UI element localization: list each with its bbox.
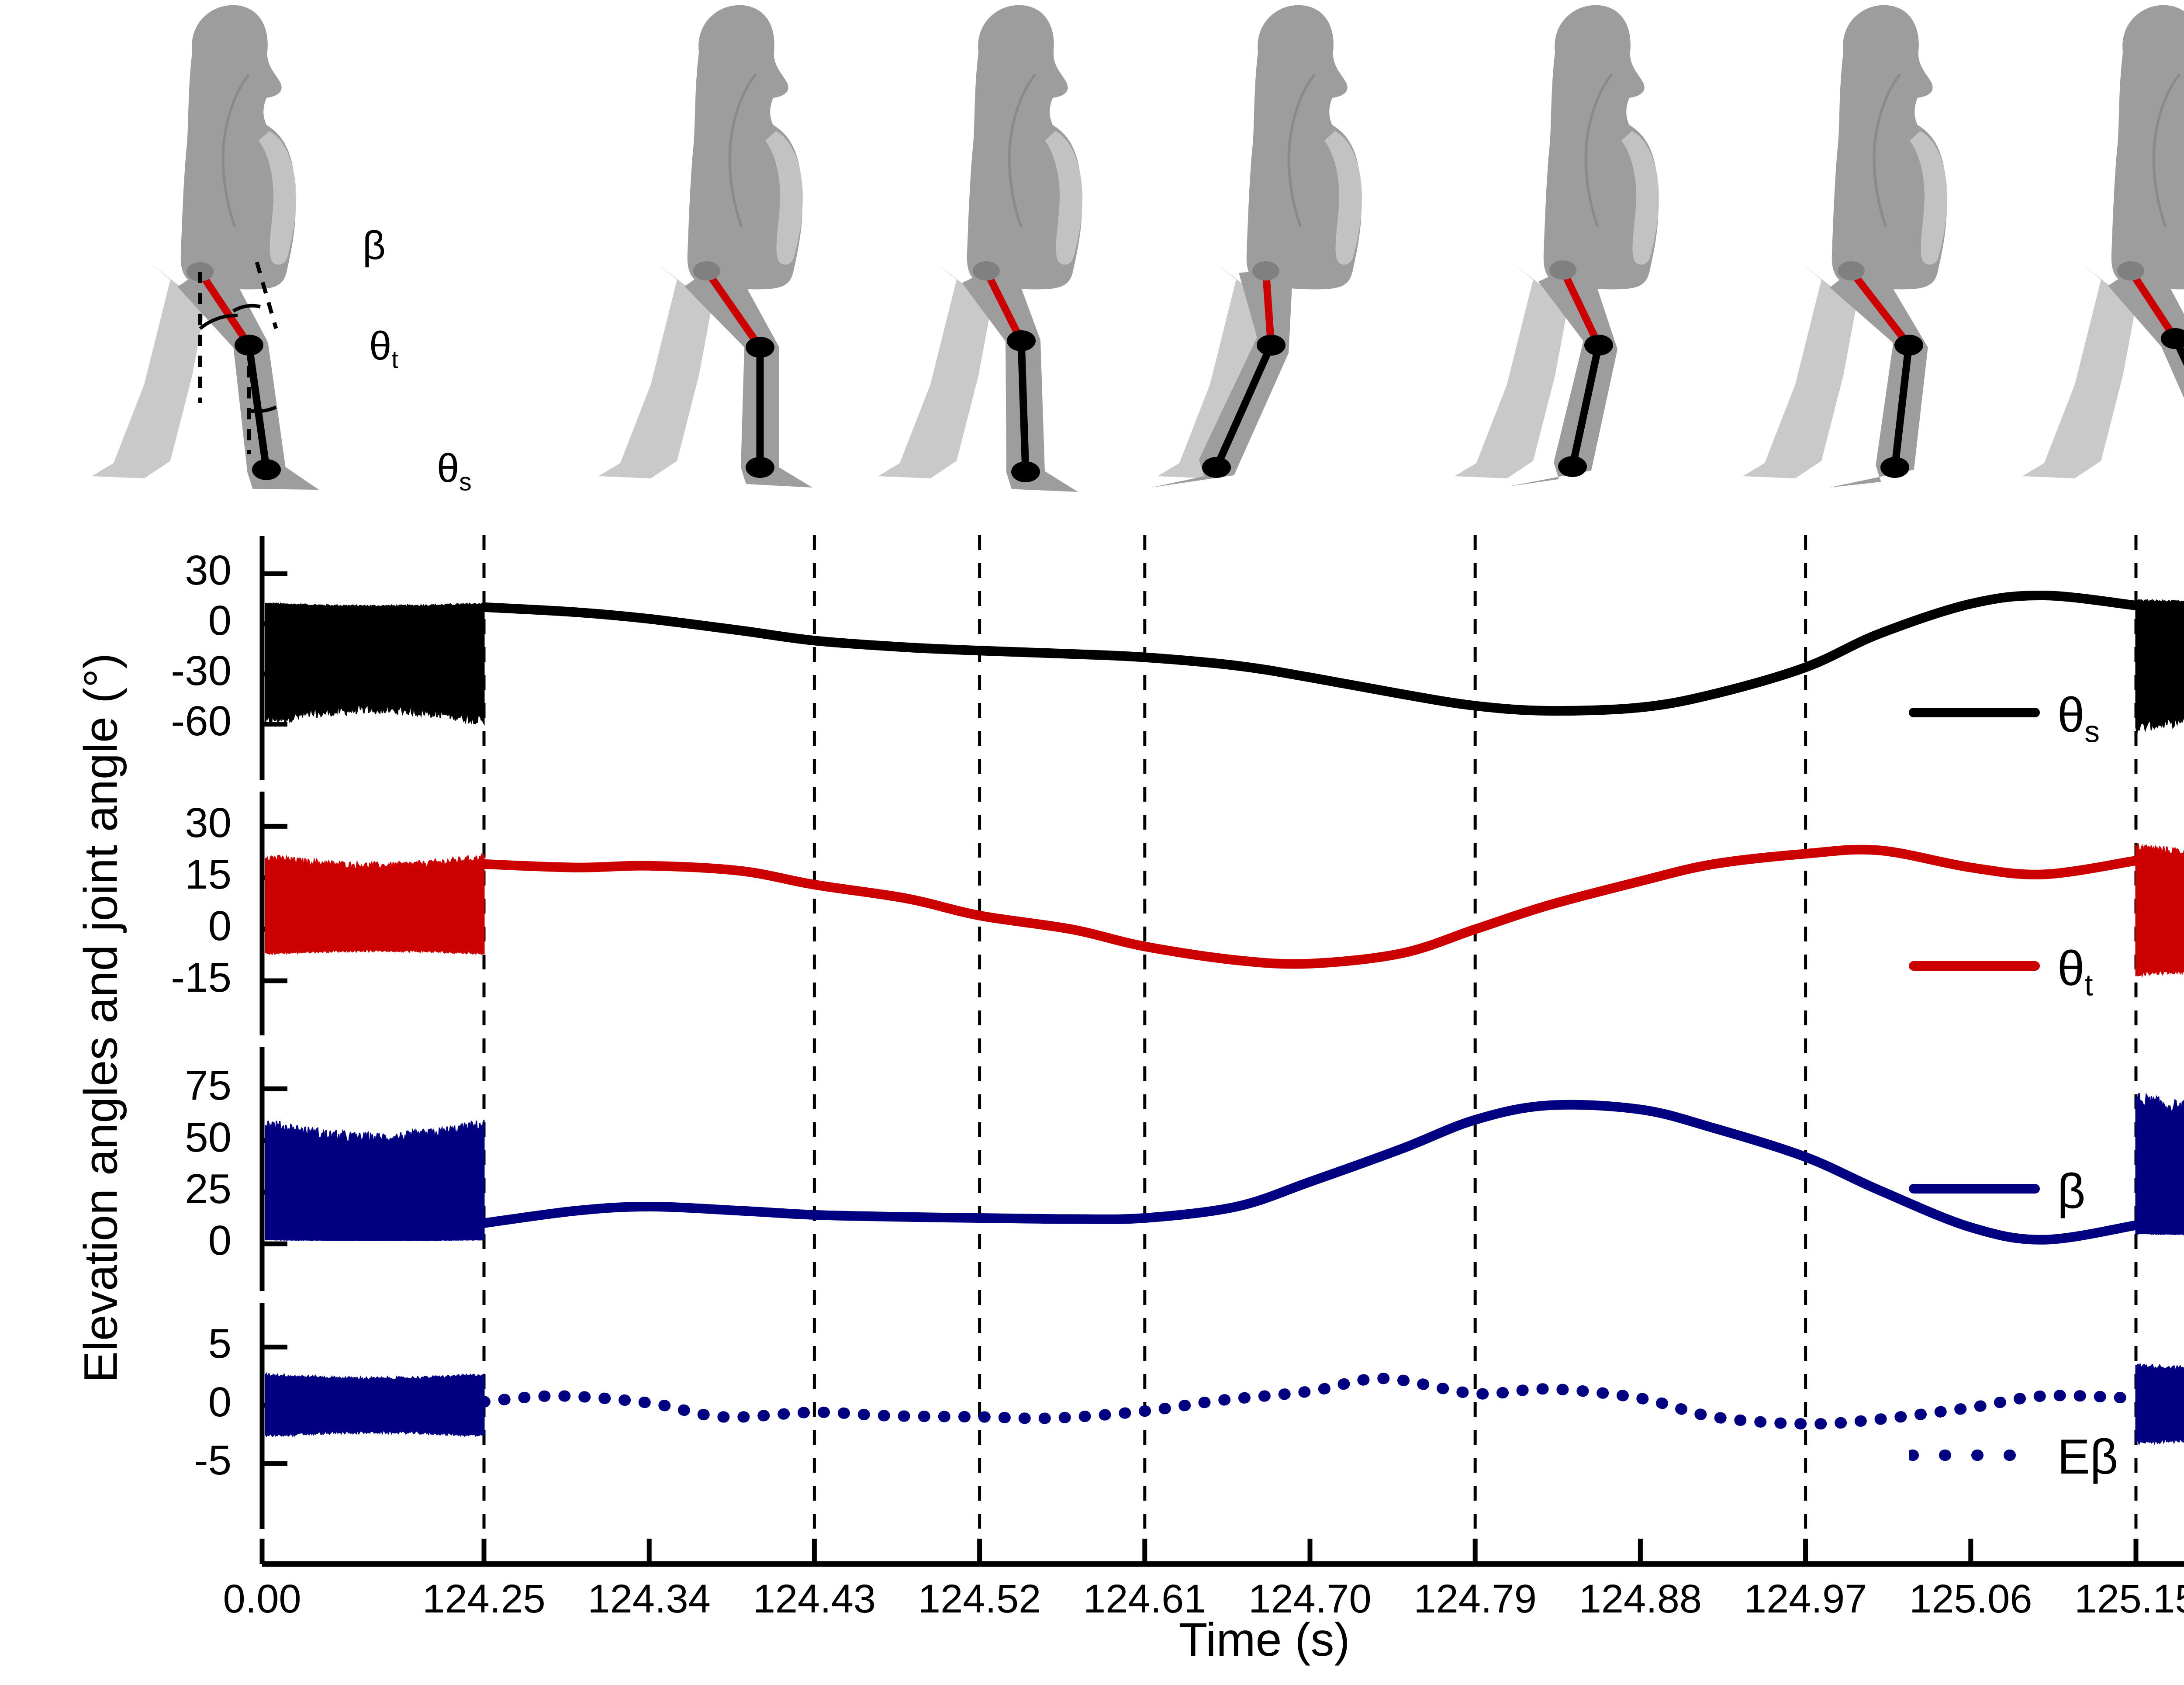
y-tick-label-e_beta--5: -5 — [194, 1437, 232, 1484]
x-tick-label-124.34: 124.34 — [587, 1577, 711, 1621]
y-axis-label: Elevation angles and joint angle (°) — [74, 653, 127, 1383]
noise-band-right-theta_t — [2135, 843, 2184, 978]
panel-theta_t — [259, 792, 2184, 1035]
plot-svg — [259, 535, 2184, 1567]
walker-4 — [1127, 0, 1433, 516]
theta-t-annotation: θt — [369, 324, 399, 374]
y-tick-label-beta-0: 0 — [208, 1217, 232, 1264]
legend-beta-swatch — [1909, 1184, 2040, 1194]
y-tick-label-e_beta-5: 5 — [208, 1320, 232, 1367]
x-tick-label-124.52: 124.52 — [918, 1577, 1041, 1621]
x-axis-label: Time (s) — [1178, 1613, 1350, 1666]
trace-theta_t — [479, 844, 2141, 969]
y-axis-label-wrap: Elevation angles and joint angle (°) — [74, 537, 127, 1498]
x-tick-label-125.15: 125.15 — [2074, 1577, 2184, 1621]
x-tick-label-124.70: 124.70 — [1248, 1577, 1372, 1621]
walker-6 — [1712, 0, 2018, 516]
x-tick-label-124.43: 124.43 — [753, 1577, 876, 1621]
y-tick-label-theta_t-15: 15 — [185, 851, 232, 898]
x-tick-label-0.00: 0.00 — [223, 1577, 301, 1621]
trace-beta — [479, 1100, 2141, 1245]
noise-band-left-theta_s — [265, 602, 485, 726]
beta-annotation: β — [363, 223, 386, 268]
walker-5 — [1424, 0, 1730, 516]
y-tick-label-e_beta-0: 0 — [208, 1378, 232, 1426]
walker-7 — [1992, 0, 2184, 516]
legend-theta-t-swatch — [1909, 961, 2040, 971]
noise-band-right-beta — [2135, 1093, 2184, 1235]
panel-theta_s — [259, 536, 2184, 780]
legend-theta-s-swatch — [1909, 708, 2040, 717]
legend-theta-t-text: θt — [2057, 941, 2093, 1002]
y-tick-label-beta-50: 50 — [185, 1114, 232, 1161]
noise-band-left-theta_t — [265, 852, 485, 955]
panel-beta — [259, 1047, 2184, 1291]
y-tick-label-beta-75: 75 — [185, 1062, 232, 1109]
legend-e-beta-text: Eβ — [2057, 1429, 2118, 1484]
y-tick-label-theta_t-0: 0 — [208, 903, 232, 950]
legend-theta-s-text: θs — [2057, 688, 2100, 749]
multi-panel-plot — [0, 516, 2184, 1685]
x-tick-label-124.88: 124.88 — [1579, 1577, 1702, 1621]
x-tick-label-124.79: 124.79 — [1413, 1577, 1537, 1621]
y-tick-label-beta-25: 25 — [185, 1165, 232, 1212]
y-tick-label-theta_t-30: 30 — [185, 799, 232, 847]
theta-s-annotation: θs — [437, 446, 472, 496]
x-tick-label-125.06: 125.06 — [1909, 1577, 2032, 1621]
y-tick-label-theta_s--30: -30 — [171, 647, 232, 694]
x-tick-label-124.61: 124.61 — [1083, 1577, 1206, 1621]
walker-3 — [847, 0, 1153, 516]
trace-theta_s — [479, 590, 2141, 716]
trace-e_beta — [478, 1373, 2142, 1430]
walking-figure-strip — [0, 0, 2184, 516]
y-tick-label-theta_s-30: 30 — [185, 547, 232, 594]
y-tick-label-theta_s--60: -60 — [171, 697, 232, 744]
y-tick-label-theta_t--15: -15 — [171, 954, 232, 1001]
noise-band-left-e_beta — [265, 1372, 485, 1438]
y-tick-label-theta_s-0: 0 — [208, 597, 232, 644]
walker-1-annotated — [61, 0, 367, 516]
x-tick-label-124.97: 124.97 — [1744, 1577, 1867, 1621]
legend-beta-text: β — [2057, 1164, 2086, 1218]
noise-band-left-beta — [265, 1120, 485, 1241]
walker-2 — [568, 0, 874, 516]
x-tick-label-124.25: 124.25 — [422, 1577, 546, 1621]
panel-e_beta — [259, 1303, 2184, 1529]
noise-band-right-theta_s — [2135, 599, 2184, 735]
legend-e-beta-swatch — [1907, 1450, 2042, 1461]
noise-band-right-e_beta — [2135, 1362, 2184, 1446]
